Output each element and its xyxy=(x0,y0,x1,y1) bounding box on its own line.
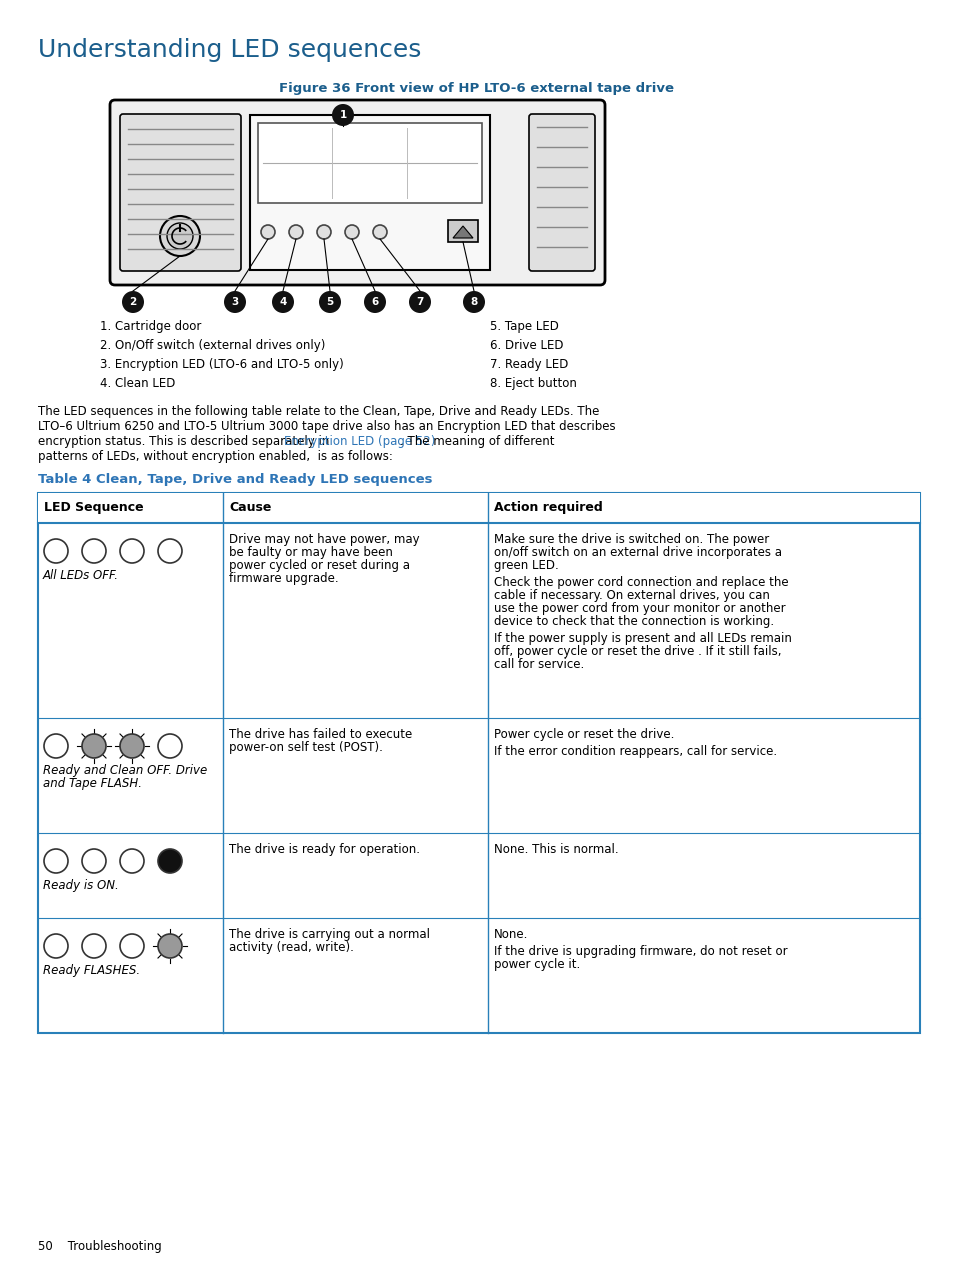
Circle shape xyxy=(82,539,106,563)
Text: power-on self test (POST).: power-on self test (POST). xyxy=(229,741,382,754)
Circle shape xyxy=(272,291,294,313)
Text: activity (read, write).: activity (read, write). xyxy=(229,941,354,955)
Text: Ready FLASHES.: Ready FLASHES. xyxy=(43,963,140,977)
Circle shape xyxy=(82,733,106,758)
Bar xyxy=(257,123,481,203)
Circle shape xyxy=(167,222,193,249)
FancyBboxPatch shape xyxy=(120,114,241,271)
Circle shape xyxy=(224,291,246,313)
Text: 50    Troubleshooting: 50 Troubleshooting xyxy=(38,1240,162,1253)
Circle shape xyxy=(120,733,144,758)
Text: If the power supply is present and all LEDs remain: If the power supply is present and all L… xyxy=(494,632,791,644)
Text: 4. Clean LED: 4. Clean LED xyxy=(100,377,175,390)
Text: firmware upgrade.: firmware upgrade. xyxy=(229,572,338,585)
Text: Understanding LED sequences: Understanding LED sequences xyxy=(38,38,421,62)
Text: None. This is normal.: None. This is normal. xyxy=(494,843,618,855)
Circle shape xyxy=(332,104,354,126)
Text: power cycle it.: power cycle it. xyxy=(494,958,579,971)
Text: encryption status. This is described separately in: encryption status. This is described sep… xyxy=(38,435,333,447)
Text: device to check that the connection is working.: device to check that the connection is w… xyxy=(494,615,773,628)
Text: 8: 8 xyxy=(470,297,477,308)
Text: Ready is ON.: Ready is ON. xyxy=(43,880,118,892)
Text: 2: 2 xyxy=(130,297,136,308)
Circle shape xyxy=(158,934,182,958)
Circle shape xyxy=(82,934,106,958)
Text: 6. Drive LED: 6. Drive LED xyxy=(490,339,563,352)
Text: 5: 5 xyxy=(326,297,334,308)
Circle shape xyxy=(261,225,274,239)
Circle shape xyxy=(462,291,484,313)
Text: Power cycle or reset the drive.: Power cycle or reset the drive. xyxy=(494,728,674,741)
Circle shape xyxy=(345,225,358,239)
FancyBboxPatch shape xyxy=(110,100,604,285)
FancyBboxPatch shape xyxy=(529,114,595,271)
Text: Action required: Action required xyxy=(494,501,602,513)
Circle shape xyxy=(409,291,431,313)
Text: The drive has failed to execute: The drive has failed to execute xyxy=(229,728,412,741)
Text: LED Sequence: LED Sequence xyxy=(44,501,144,513)
Text: patterns of LEDs, without encryption enabled,  is as follows:: patterns of LEDs, without encryption ena… xyxy=(38,450,393,463)
Text: 7: 7 xyxy=(416,297,423,308)
Text: 1. Cartridge door: 1. Cartridge door xyxy=(100,320,201,333)
Text: 3: 3 xyxy=(232,297,238,308)
Circle shape xyxy=(120,934,144,958)
Text: LTO–6 Ultrium 6250 and LTO-5 Ultrium 3000 tape drive also has an Encryption LED : LTO–6 Ultrium 6250 and LTO-5 Ultrium 300… xyxy=(38,419,615,433)
Text: . The meaning of different: . The meaning of different xyxy=(399,435,554,447)
Circle shape xyxy=(122,291,144,313)
Circle shape xyxy=(316,225,331,239)
Text: The LED sequences in the following table relate to the Clean, Tape, Drive and Re: The LED sequences in the following table… xyxy=(38,405,598,418)
Text: on/off switch on an external drive incorporates a: on/off switch on an external drive incor… xyxy=(494,547,781,559)
Text: call for service.: call for service. xyxy=(494,658,583,671)
Text: 6: 6 xyxy=(371,297,378,308)
Text: Check the power cord connection and replace the: Check the power cord connection and repl… xyxy=(494,576,788,588)
Text: 4: 4 xyxy=(279,297,287,308)
Text: cable if necessary. On external drives, you can: cable if necessary. On external drives, … xyxy=(494,588,769,602)
Bar xyxy=(38,493,919,522)
Circle shape xyxy=(44,849,68,873)
Text: 7. Ready LED: 7. Ready LED xyxy=(490,358,568,371)
Circle shape xyxy=(364,291,386,313)
Text: Ready and Clean OFF. Drive: Ready and Clean OFF. Drive xyxy=(43,764,207,777)
Text: The drive is carrying out a normal: The drive is carrying out a normal xyxy=(229,928,430,941)
Circle shape xyxy=(120,539,144,563)
Text: Figure 36 Front view of HP LTO-6 external tape drive: Figure 36 Front view of HP LTO-6 externa… xyxy=(279,83,674,95)
Text: Drive may not have power, may: Drive may not have power, may xyxy=(229,533,419,547)
Text: be faulty or may have been: be faulty or may have been xyxy=(229,547,393,559)
Text: 3. Encryption LED (LTO-6 and LTO-5 only): 3. Encryption LED (LTO-6 and LTO-5 only) xyxy=(100,358,343,371)
Text: The drive is ready for operation.: The drive is ready for operation. xyxy=(229,843,419,855)
Bar xyxy=(448,220,477,241)
Text: Encryption LED (page 52): Encryption LED (page 52) xyxy=(284,435,435,447)
Circle shape xyxy=(158,733,182,758)
Text: Make sure the drive is switched on. The power: Make sure the drive is switched on. The … xyxy=(494,533,768,547)
Text: power cycled or reset during a: power cycled or reset during a xyxy=(229,559,410,572)
Text: 5. Tape LED: 5. Tape LED xyxy=(490,320,558,333)
Text: 2. On/Off switch (external drives only): 2. On/Off switch (external drives only) xyxy=(100,339,325,352)
Text: green LED.: green LED. xyxy=(494,559,558,572)
Circle shape xyxy=(373,225,387,239)
Circle shape xyxy=(318,291,340,313)
Text: None.: None. xyxy=(494,928,528,941)
Circle shape xyxy=(289,225,303,239)
Text: use the power cord from your monitor or another: use the power cord from your monitor or … xyxy=(494,602,785,615)
Text: Cause: Cause xyxy=(229,501,271,513)
Circle shape xyxy=(120,849,144,873)
Circle shape xyxy=(158,539,182,563)
Text: 8. Eject button: 8. Eject button xyxy=(490,377,577,390)
Circle shape xyxy=(158,849,182,873)
Text: off, power cycle or reset the drive . If it still fails,: off, power cycle or reset the drive . If… xyxy=(494,644,781,658)
Circle shape xyxy=(44,539,68,563)
Text: 1: 1 xyxy=(339,111,346,119)
Circle shape xyxy=(44,934,68,958)
Circle shape xyxy=(160,216,200,255)
Bar xyxy=(250,114,490,269)
Bar xyxy=(38,493,919,1033)
Circle shape xyxy=(44,733,68,758)
Text: If the error condition reappears, call for service.: If the error condition reappears, call f… xyxy=(494,745,777,758)
Text: Table 4 Clean, Tape, Drive and Ready LED sequences: Table 4 Clean, Tape, Drive and Ready LED… xyxy=(38,473,432,486)
Text: If the drive is upgrading firmware, do not reset or: If the drive is upgrading firmware, do n… xyxy=(494,946,787,958)
Text: All LEDs OFF.: All LEDs OFF. xyxy=(43,569,119,582)
Text: and Tape FLASH.: and Tape FLASH. xyxy=(43,777,142,791)
Polygon shape xyxy=(453,226,473,238)
Circle shape xyxy=(82,849,106,873)
